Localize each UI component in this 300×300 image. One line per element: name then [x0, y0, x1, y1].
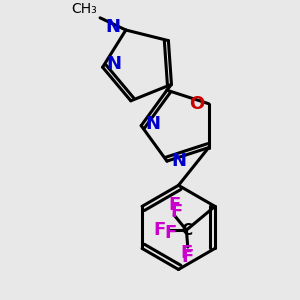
Text: N: N [145, 115, 160, 133]
Text: F: F [168, 196, 180, 214]
Text: CH₃: CH₃ [71, 2, 97, 16]
Text: F: F [180, 244, 193, 262]
Text: N: N [105, 18, 120, 36]
Text: O: O [189, 95, 205, 113]
Text: F: F [182, 248, 194, 266]
Text: N: N [171, 152, 186, 170]
Text: F: F [171, 202, 183, 220]
Text: N: N [106, 56, 121, 74]
Text: F: F [165, 224, 177, 242]
Text: C: C [181, 223, 192, 238]
Text: F: F [154, 221, 166, 239]
